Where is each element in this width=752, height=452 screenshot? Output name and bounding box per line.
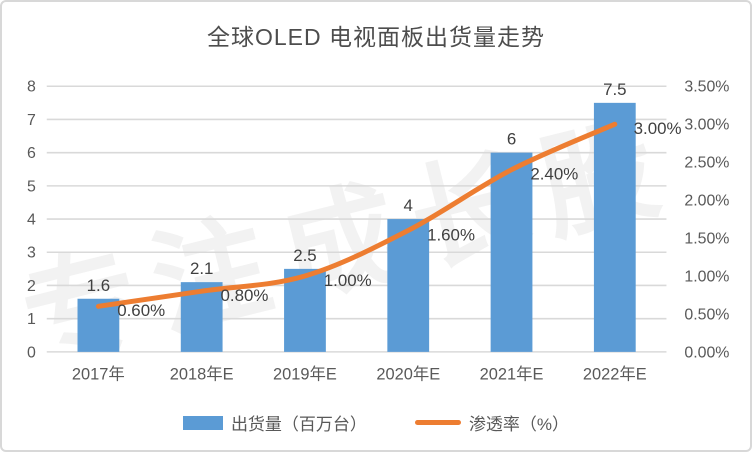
left-axis-tick-label: 8 — [27, 79, 36, 96]
line-value-label: 3.00% — [634, 119, 682, 138]
left-axis-tick-label: 6 — [27, 145, 36, 162]
left-axis-tick-label: 3 — [27, 245, 36, 262]
bar-value-label: 2.5 — [293, 246, 316, 265]
bar — [387, 219, 430, 352]
legend-label-penetration: 渗透率（%） — [468, 415, 570, 434]
legend-item-shipments: 出货量（百万台） — [182, 410, 367, 435]
bar — [490, 152, 533, 352]
line-value-label: 0.60% — [117, 301, 165, 320]
bar-value-label: 6 — [507, 130, 516, 149]
bar-series-swatch — [182, 415, 223, 430]
line-value-label: 1.00% — [324, 271, 372, 290]
legend: 出货量（百万台） 渗透率（%） — [2, 410, 750, 435]
legend-item-penetration: 渗透率（%） — [414, 410, 570, 435]
right-axis-tick-label: 1.00% — [684, 268, 729, 285]
right-axis-tick-label: 3.00% — [684, 117, 729, 134]
bar-value-label: 1.6 — [87, 276, 110, 295]
category-label: 2022年E — [583, 366, 647, 384]
right-axis-tick-label: 0.50% — [684, 306, 729, 323]
left-axis-tick-label: 5 — [27, 178, 36, 195]
category-label: 2017年 — [72, 366, 125, 384]
line-value-label: 1.60% — [427, 225, 475, 244]
line-value-label: 0.80% — [221, 286, 269, 305]
bar-value-label: 2.1 — [190, 259, 213, 278]
category-label: 2021年E — [480, 366, 544, 384]
bar — [284, 268, 326, 352]
bar — [593, 102, 636, 352]
category-label: 2020年E — [376, 366, 440, 384]
trend-line — [95, 121, 618, 309]
bar-value-label: 4 — [404, 196, 413, 215]
bar-value-label: 7.5 — [603, 80, 626, 99]
left-axis-tick-label: 4 — [27, 212, 36, 229]
left-axis-tick-label: 7 — [27, 112, 36, 129]
line-series-swatch — [414, 420, 461, 425]
left-axis-tick-label: 2 — [27, 278, 36, 295]
right-axis-tick-label: 1.50% — [684, 231, 729, 248]
category-label: 2019年E — [273, 366, 337, 384]
right-axis-tick-label: 3.50% — [684, 79, 729, 96]
left-axis-tick-label: 0 — [27, 344, 36, 361]
chart-title: 全球OLED 电视面板出货量走势 — [206, 24, 546, 50]
legend-label-shipments: 出货量（百万台） — [230, 415, 367, 434]
right-axis-tick-label: 2.50% — [684, 155, 729, 172]
category-label: 2018年E — [170, 366, 234, 384]
right-axis-tick-label: 2.00% — [684, 193, 729, 210]
left-axis-tick-label: 1 — [27, 311, 36, 328]
right-axis-tick-label: 0.00% — [684, 344, 729, 361]
line-value-label: 2.40% — [530, 165, 578, 184]
